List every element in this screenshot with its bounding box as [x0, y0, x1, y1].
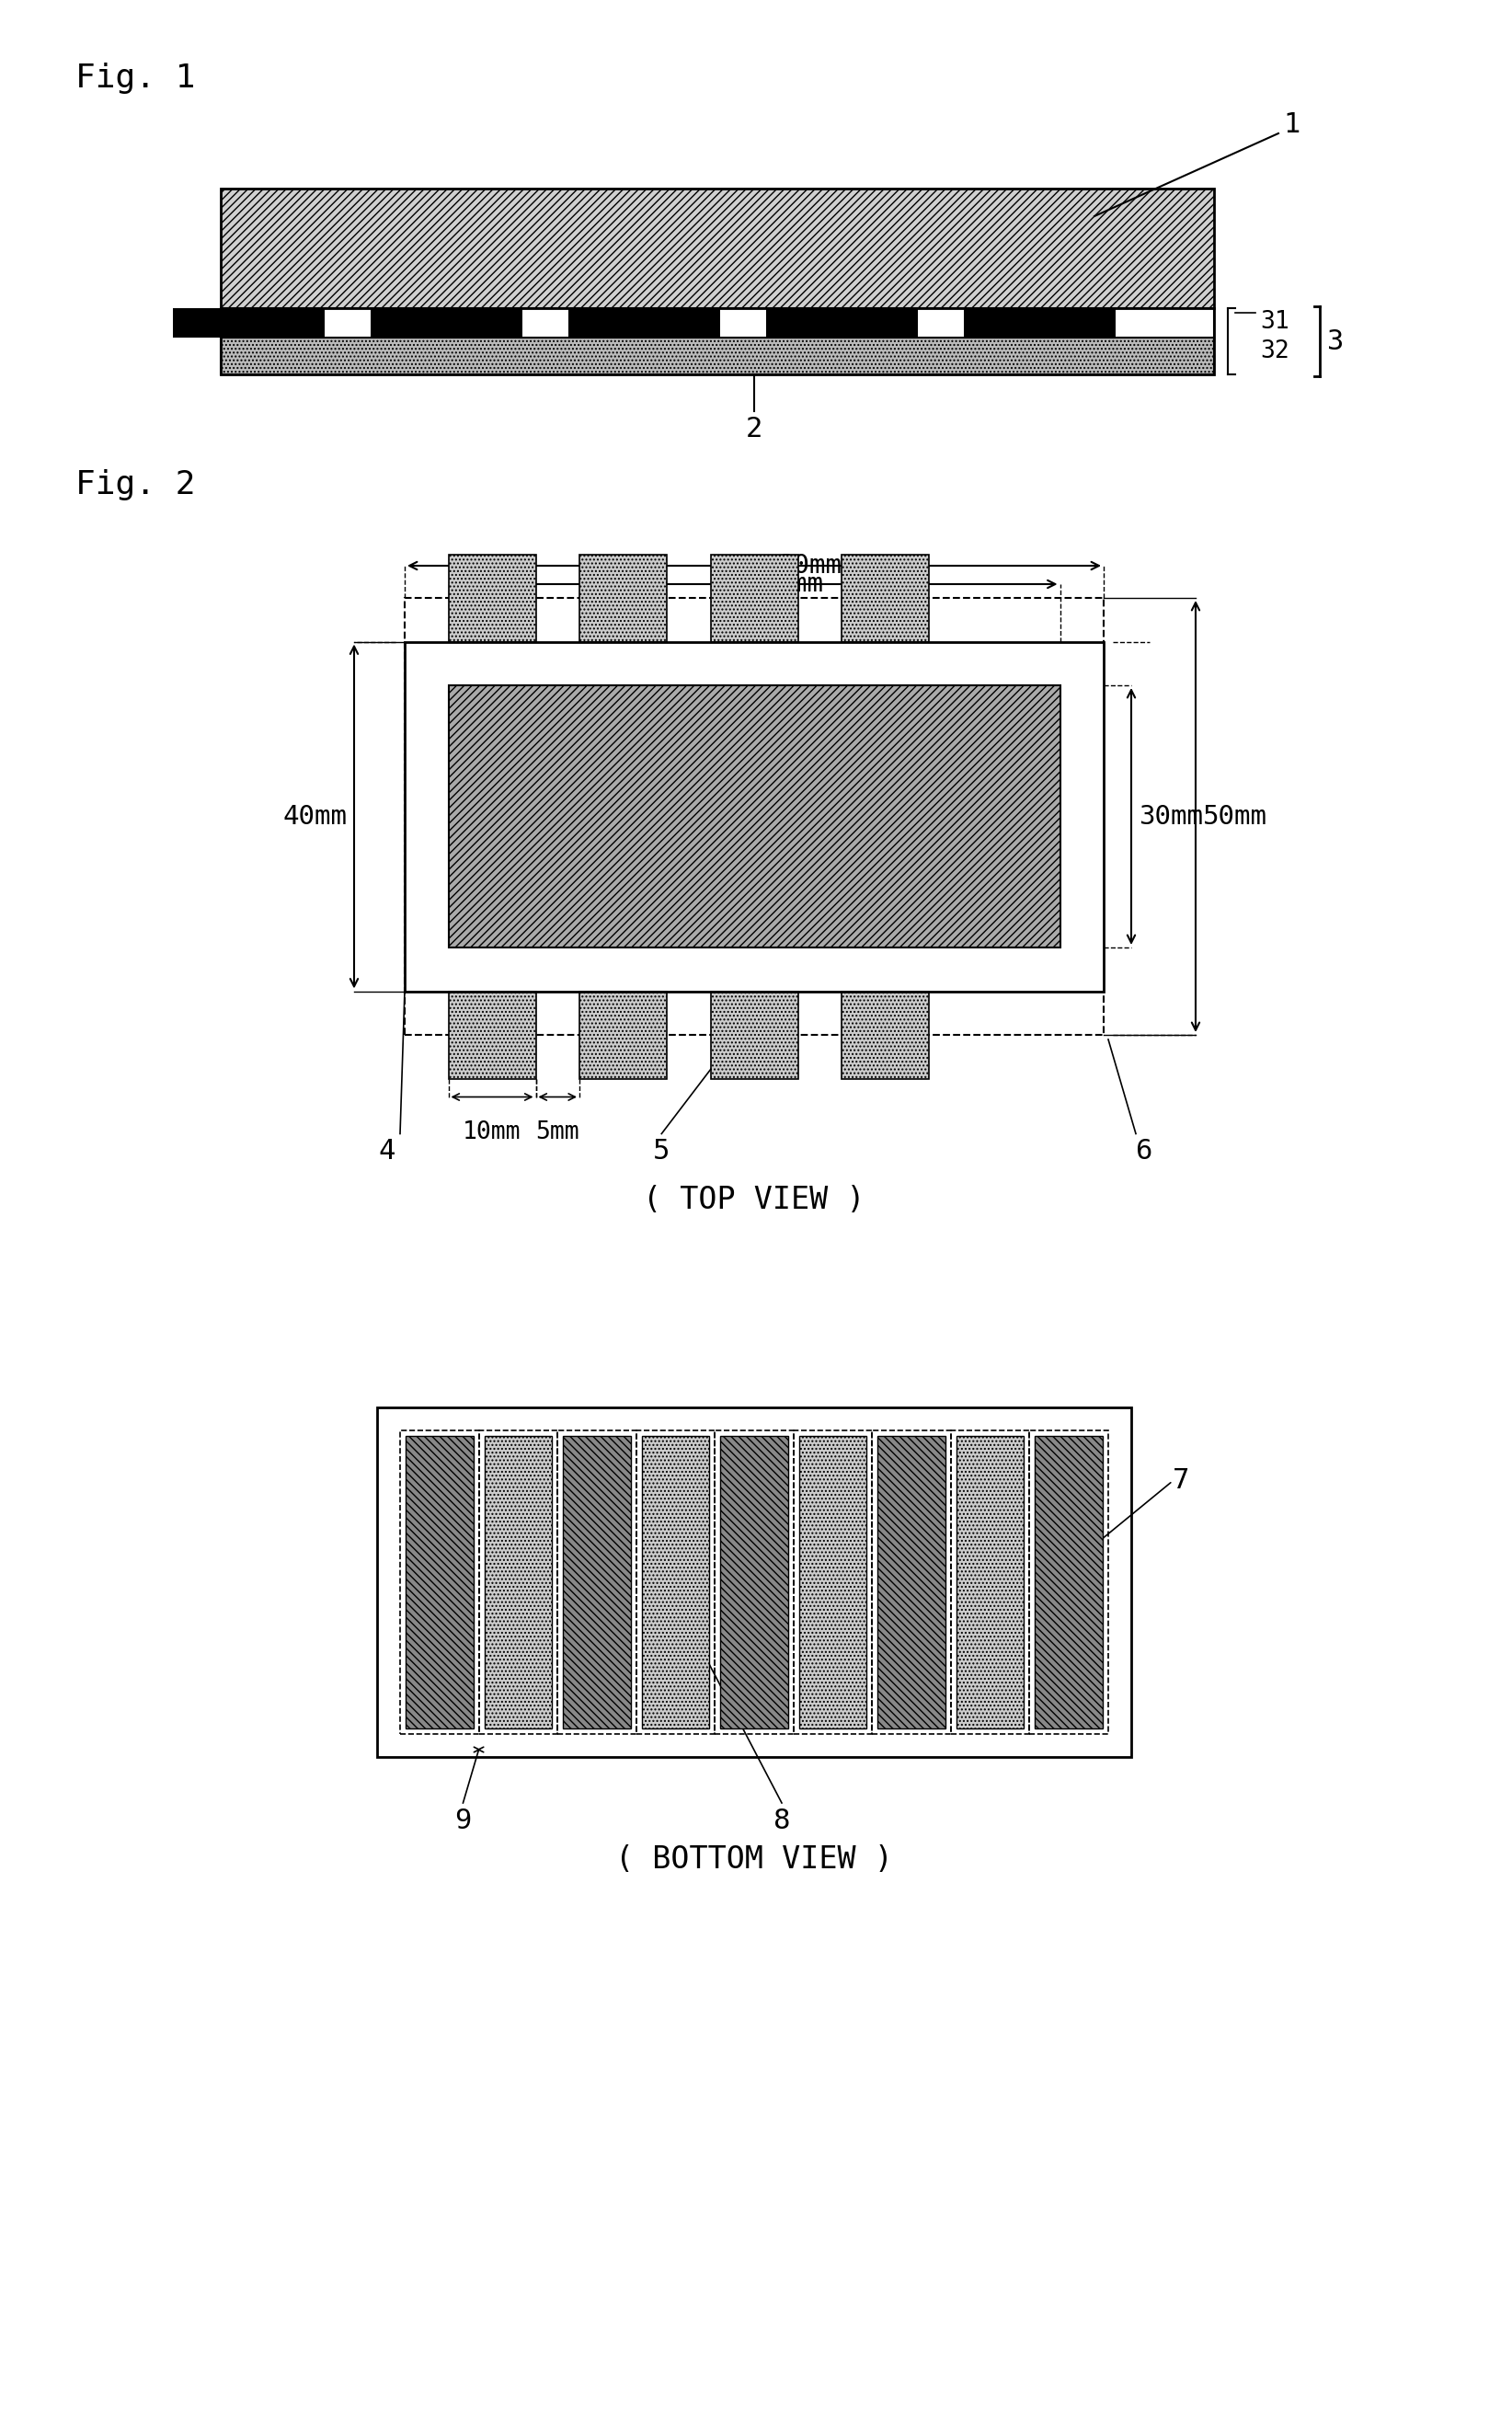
Bar: [715, 1431, 794, 1733]
Text: 6: 6: [1136, 1139, 1152, 1166]
Text: 8: 8: [773, 1808, 791, 1835]
Bar: [798, 1436, 866, 1728]
Bar: [558, 1431, 637, 1733]
Bar: [376, 1407, 1131, 1757]
Bar: [405, 643, 1104, 991]
Text: 1: 1: [1284, 112, 1300, 139]
Bar: [449, 555, 535, 643]
Bar: [172, 309, 324, 338]
Bar: [405, 599, 1104, 1034]
Text: 30mm: 30mm: [1139, 803, 1204, 830]
Bar: [957, 1436, 1024, 1728]
Text: 3: 3: [1328, 329, 1344, 355]
Text: Fig. 2: Fig. 2: [76, 470, 195, 501]
Bar: [484, 1436, 552, 1728]
Bar: [963, 309, 1116, 338]
Text: 10mm: 10mm: [463, 1120, 522, 1144]
Bar: [765, 309, 918, 338]
Bar: [569, 309, 720, 338]
Text: 32: 32: [1259, 338, 1290, 363]
Bar: [641, 1436, 709, 1728]
Bar: [405, 1436, 473, 1728]
Bar: [579, 991, 667, 1078]
Text: 4: 4: [378, 1139, 396, 1166]
Text: 9: 9: [455, 1808, 472, 1835]
Bar: [711, 555, 798, 643]
Text: 80mm: 80mm: [777, 553, 842, 579]
Bar: [579, 555, 667, 643]
Bar: [1036, 1436, 1102, 1728]
Text: 40mm: 40mm: [283, 803, 346, 830]
Bar: [794, 1431, 872, 1733]
Text: 50mm: 50mm: [1204, 803, 1267, 830]
Bar: [872, 1431, 951, 1733]
Bar: [449, 991, 535, 1078]
Bar: [637, 1431, 715, 1733]
Bar: [221, 309, 1214, 338]
Text: 7: 7: [1173, 1468, 1190, 1494]
Bar: [401, 1431, 479, 1733]
Text: 31: 31: [1259, 309, 1290, 333]
Text: 5: 5: [653, 1139, 670, 1166]
Text: 70mm: 70mm: [759, 572, 823, 596]
Bar: [562, 1436, 631, 1728]
Bar: [221, 338, 1214, 375]
Bar: [221, 309, 1214, 338]
Bar: [720, 1436, 788, 1728]
Bar: [449, 686, 1060, 947]
Text: 5mm: 5mm: [535, 1120, 579, 1144]
Bar: [1030, 1431, 1108, 1733]
Bar: [221, 187, 1214, 309]
Bar: [370, 309, 522, 338]
Text: Fig. 1: Fig. 1: [76, 63, 195, 95]
Text: ( BOTTOM VIEW ): ( BOTTOM VIEW ): [615, 1845, 894, 1874]
Bar: [951, 1431, 1030, 1733]
Bar: [711, 991, 798, 1078]
Bar: [842, 555, 928, 643]
Bar: [842, 991, 928, 1078]
Text: ( TOP VIEW ): ( TOP VIEW ): [643, 1185, 865, 1215]
Bar: [479, 1431, 558, 1733]
Bar: [877, 1436, 945, 1728]
Text: 2: 2: [745, 416, 762, 443]
Bar: [405, 643, 1104, 991]
Bar: [221, 309, 1214, 375]
